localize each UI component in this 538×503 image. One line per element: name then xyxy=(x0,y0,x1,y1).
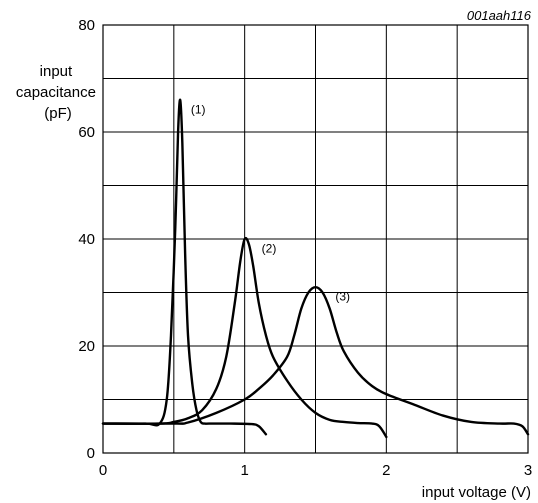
y-tick-label: 80 xyxy=(78,17,95,34)
y-tick-label: 0 xyxy=(87,445,95,462)
y-axis-title-line-1: input xyxy=(40,63,73,80)
series-label-3: (3) xyxy=(335,290,350,304)
annotations: (1) (2) (3) xyxy=(191,102,350,303)
y-axis-title: input capacitance (pF) xyxy=(16,63,100,122)
plot-frame xyxy=(102,24,529,454)
series-label-2: (2) xyxy=(262,241,277,255)
curves xyxy=(101,98,530,439)
x-tick-label: 2 xyxy=(382,462,390,479)
tick-labels: 0 1 2 3 0 20 40 60 80 xyxy=(78,17,532,479)
series-curve-3 xyxy=(101,285,530,436)
series-curve-1 xyxy=(101,98,268,436)
x-tick-label: 3 xyxy=(524,462,532,479)
x-axis-title: input voltage (V) xyxy=(422,484,531,501)
y-tick-label: 60 xyxy=(78,124,95,141)
series-curve-2 xyxy=(101,236,388,439)
y-tick-label: 20 xyxy=(78,338,95,355)
x-tick-label: 0 xyxy=(99,462,107,479)
y-axis-title-line-2: capacitance xyxy=(16,84,96,101)
y-axis-title-line-3: (pF) xyxy=(44,105,72,122)
figure-code: 001aah116 xyxy=(467,8,532,23)
x-tick-label: 1 xyxy=(240,462,248,479)
series-label-1: (1) xyxy=(191,102,206,116)
y-tick-label: 40 xyxy=(78,231,95,248)
grid xyxy=(103,25,528,453)
